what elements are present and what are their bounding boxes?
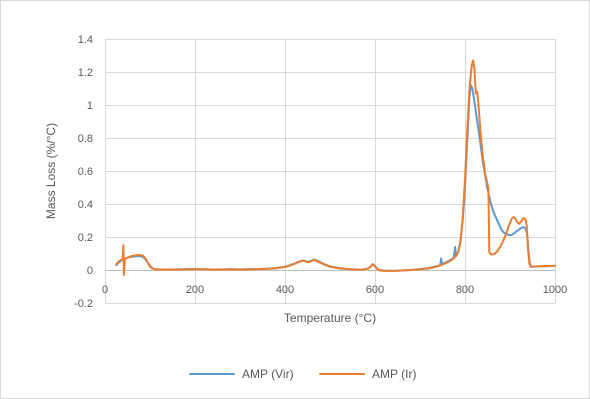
legend-label-amp-vir: AMP (Vir) xyxy=(242,367,294,381)
x-tick-label: 400 xyxy=(276,284,294,296)
y-tick-labels: -0.2 0 0.2 0.4 0.6 0.8 1 1.2 1.4 xyxy=(74,34,93,310)
legend-label-amp-ir: AMP (Ir) xyxy=(372,367,416,381)
x-tick-label: 800 xyxy=(456,284,474,296)
y-tick-label: 0.8 xyxy=(78,133,93,145)
legend-item-amp-vir: AMP (Vir) xyxy=(189,367,294,381)
y-tick-label: -0.2 xyxy=(74,298,93,310)
y-tick-label: 1.2 xyxy=(78,67,93,79)
series-group xyxy=(115,59,556,276)
y-tick-label: 0.6 xyxy=(78,166,93,178)
series-line-amp-ir xyxy=(115,59,556,276)
legend: AMP (Vir) AMP (Ir) xyxy=(189,367,416,381)
y-tick-label: 1 xyxy=(87,100,93,112)
y-tick-label: 1.4 xyxy=(78,34,93,46)
y-tick-label: 0.2 xyxy=(78,232,93,244)
x-tick-labels: 0 200 400 600 800 1000 xyxy=(102,284,567,296)
x-tick-label: 1000 xyxy=(543,284,567,296)
y-axis-title: Mass Loss (%/°C) xyxy=(44,123,58,219)
legend-item-amp-ir: AMP (Ir) xyxy=(319,367,416,381)
x-axis-title: Temperature (°C) xyxy=(284,311,376,325)
y-tick-label: 0.4 xyxy=(78,199,93,211)
x-tick-label: 200 xyxy=(186,284,204,296)
x-tick-label: 0 xyxy=(102,284,108,296)
x-tick-label: 600 xyxy=(366,284,384,296)
gridlines xyxy=(105,39,556,304)
y-tick-label: 0 xyxy=(87,265,93,277)
